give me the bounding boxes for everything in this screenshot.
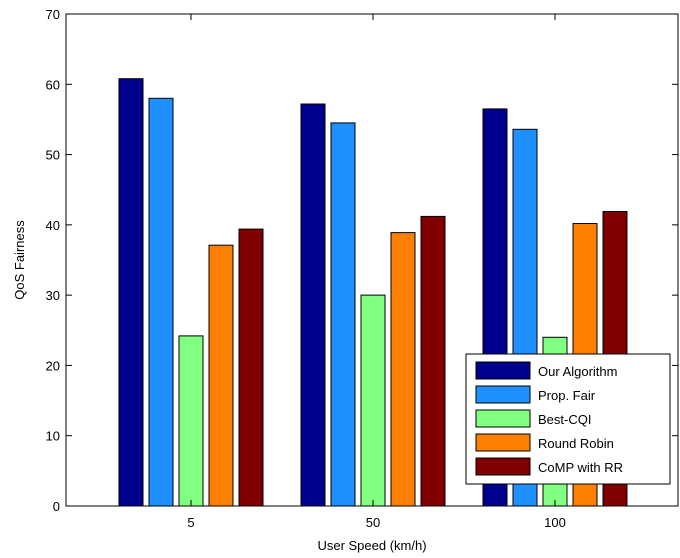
y-tick-label: 0: [53, 499, 60, 514]
bar-comp-with-rr-50: [420, 215, 446, 507]
legend-swatch: [475, 361, 531, 380]
bar-prop-fair-50: [330, 122, 356, 507]
bar-prop-fair-5: [148, 97, 174, 507]
y-axis-ticks: 0 10 20 30 40 50 60 70: [46, 7, 678, 514]
legend-swatch: [475, 433, 531, 452]
bar-round-robin-50: [390, 232, 416, 507]
bar-best-cqi-5: [178, 335, 204, 507]
x-tick-label: 50: [366, 515, 380, 530]
x-tick-label: 5: [187, 515, 194, 530]
legend-swatch: [475, 385, 531, 404]
plot-frame: [65, 13, 679, 507]
x-tick-label: 100: [544, 515, 566, 530]
x-axis-label: User Speed (km/h): [317, 538, 426, 553]
legend-swatch: [475, 409, 531, 428]
y-tick-label: 10: [46, 429, 60, 444]
legend-label: CoMP with RR: [538, 460, 623, 475]
y-tick-label: 50: [46, 148, 60, 163]
legend: Our Algorithm Prop. Fair Best-CQI Round Rob…: [465, 353, 671, 485]
bar-round-robin-5: [208, 244, 234, 507]
y-tick-label: 30: [46, 288, 60, 303]
legend-label: Round Robin: [538, 436, 614, 451]
legend-label: Our Algorithm: [538, 364, 617, 379]
y-tick-label: 70: [46, 7, 60, 22]
y-axis-label: QoS Fairness: [12, 220, 27, 300]
y-tick-label: 60: [46, 77, 60, 92]
bar-our-algorithm-5: [118, 78, 144, 507]
bar-best-cqi-50: [360, 294, 386, 507]
legend-label: Prop. Fair: [538, 388, 596, 403]
bar-comp-with-rr-5: [238, 228, 264, 507]
y-tick-label: 40: [46, 218, 60, 233]
x-axis-ticks: 5 50 100: [187, 14, 566, 530]
y-tick-label: 20: [46, 358, 60, 373]
bar-our-algorithm-50: [300, 103, 326, 507]
legend-swatch: [475, 457, 531, 476]
legend-label: Best-CQI: [538, 412, 591, 427]
